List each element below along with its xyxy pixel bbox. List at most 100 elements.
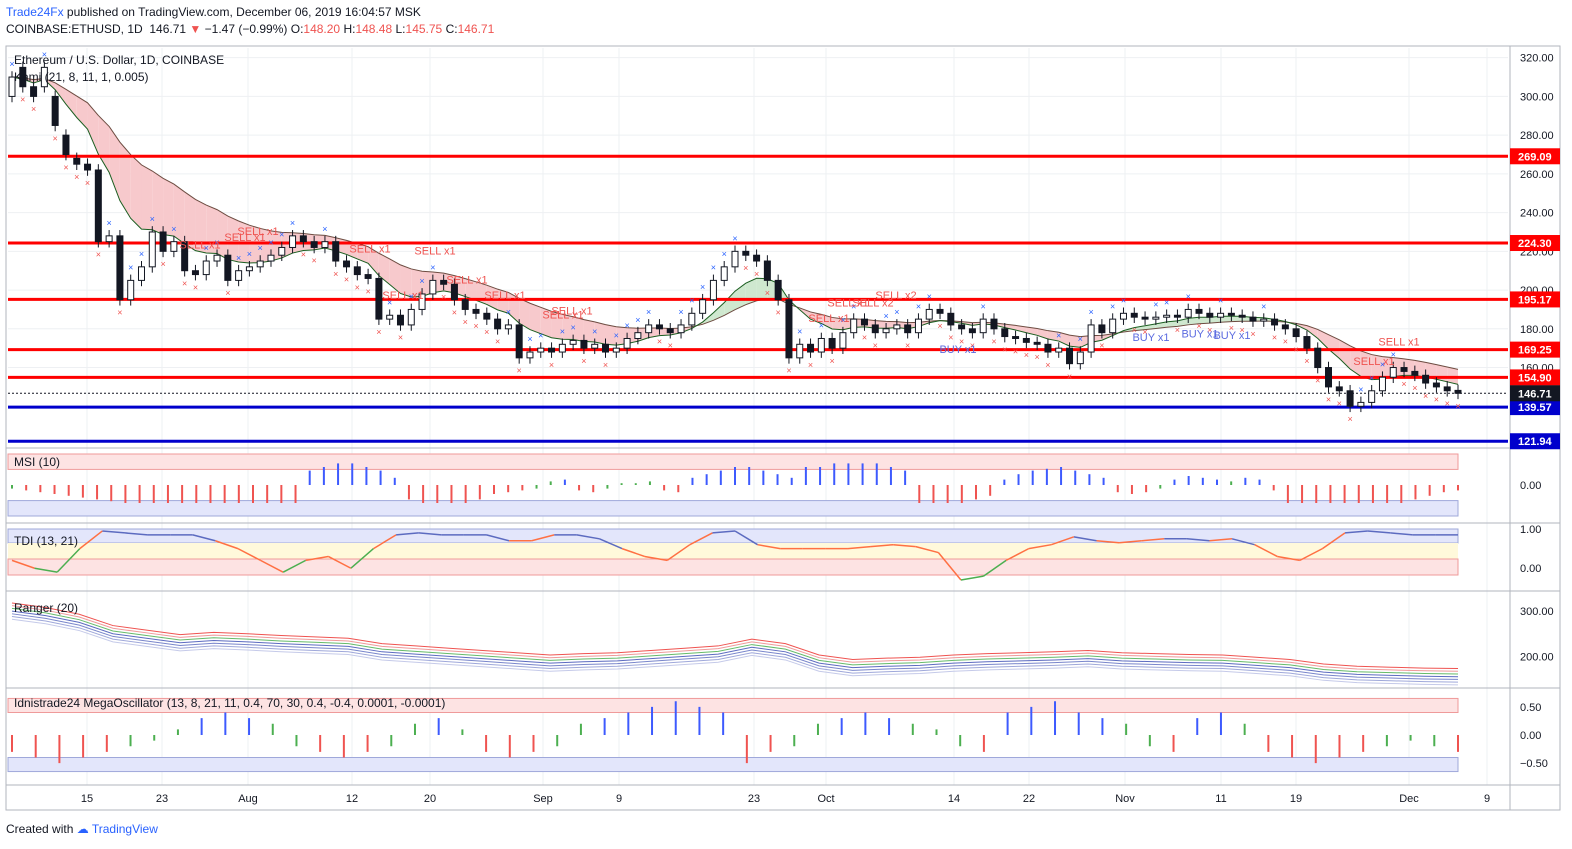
signal-marker: ×: [430, 263, 435, 273]
signal-marker: ×: [1045, 360, 1050, 370]
kami-cloud-segment: [562, 314, 574, 340]
price-axis: 320.00300.00280.00260.00240.00220.00200.…: [1510, 53, 1560, 770]
candle-body: [1292, 328, 1300, 338]
candle-body: [310, 241, 318, 248]
kami-cloud-segment: [497, 289, 509, 314]
candle-body: [1087, 324, 1095, 353]
tdi-line-segment: [1390, 532, 1413, 536]
tdi-line-segment: [350, 548, 374, 569]
kami-cloud-segment: [1015, 325, 1027, 333]
kami-cloud-segment: [1166, 320, 1178, 328]
signal-marker: ×: [74, 172, 79, 182]
kami-cloud-segment: [1069, 335, 1081, 348]
tdi-line-segment: [102, 530, 126, 534]
time-tick-label: 23: [156, 793, 168, 805]
kami-cloud-segment: [832, 317, 843, 330]
signal-marker: ×: [1078, 334, 1083, 344]
candle-body: [235, 270, 243, 281]
tdi-tick-label: 0.00: [1520, 563, 1541, 575]
tradingview-logo-icon[interactable]: ☁: [76, 822, 89, 836]
candle-body: [1346, 390, 1354, 407]
tdi-line-segment: [915, 545, 939, 554]
signal-annotation: BUY x1: [1181, 328, 1218, 340]
published-text: published on TradingView.com, December 0…: [63, 5, 421, 19]
symbol: COINBASE:ETHUSD, 1D: [6, 22, 143, 36]
signal-marker: ×: [290, 218, 295, 228]
signal-marker: ×: [473, 321, 478, 331]
tdi-line-segment: [576, 534, 600, 540]
signal-marker: ×: [419, 276, 424, 286]
signal-marker: ×: [754, 269, 759, 279]
candle-body: [1260, 318, 1268, 322]
signal-marker: ×: [527, 334, 532, 344]
kami-cloud-segment: [724, 291, 735, 316]
candle-body: [1033, 341, 1041, 345]
kami-cloud-segment: [378, 253, 390, 285]
signal-marker: ×: [376, 327, 381, 337]
candle-body: [1119, 312, 1127, 320]
signal-marker: ×: [786, 366, 791, 376]
time-tick-label: Aug: [238, 793, 258, 805]
high-label: H:: [343, 22, 356, 36]
candle-body: [839, 332, 847, 349]
signal-marker: ×: [139, 249, 144, 259]
signal-marker: ×: [484, 327, 489, 337]
kami-cloud-segment: [260, 228, 271, 263]
publisher-link[interactable]: Trade24Fx: [6, 5, 64, 19]
tradingview-link[interactable]: TradingView: [91, 822, 158, 836]
signal-marker: ×: [312, 255, 317, 265]
candle-body: [1389, 367, 1397, 378]
signal-marker: ×: [1315, 375, 1320, 385]
signal-marker: ×: [851, 301, 856, 311]
candle-body: [548, 347, 556, 353]
open-value: 148.20: [303, 22, 341, 36]
candle-body: [170, 241, 178, 252]
candle-body: [1055, 347, 1063, 353]
signal-marker: ×: [689, 296, 694, 306]
signal-marker: ×: [592, 326, 597, 336]
signal-marker: ×: [214, 237, 219, 247]
tdi-line-segment: [1277, 555, 1300, 562]
signal-marker: ×: [1218, 296, 1223, 306]
tdi-line-segment: [666, 544, 691, 562]
signal-marker: ×: [20, 95, 25, 105]
candle-body: [84, 163, 92, 171]
signal-annotation: SELL x1: [349, 243, 390, 255]
kami-cloud-segment: [173, 184, 185, 244]
candle-body: [623, 337, 631, 349]
tdi-line-segment: [373, 534, 397, 550]
signal-marker: ×: [840, 315, 845, 325]
candle-body: [569, 339, 577, 345]
signal-marker: ×: [819, 321, 824, 331]
signal-marker: ×: [204, 243, 209, 253]
signal-marker: ×: [517, 366, 522, 376]
signal-marker: ×: [9, 59, 14, 69]
level-price-label: 154.90: [1518, 372, 1552, 384]
time-tick-label: 14: [948, 793, 960, 805]
signal-marker: ×: [1445, 399, 1450, 409]
candle-body: [289, 235, 297, 248]
lower-band: [7, 500, 1459, 517]
chart-frame: [5, 45, 1561, 811]
candle-body: [224, 254, 232, 281]
candle-body: [127, 279, 135, 301]
signal-marker: ×: [1294, 344, 1299, 354]
tdi-title: TDI (13, 21): [14, 534, 78, 548]
candle-body: [666, 328, 674, 334]
signal-marker: ×: [624, 321, 629, 331]
candle-body: [1012, 336, 1020, 339]
candle-body: [871, 324, 879, 334]
candle-body: [1217, 312, 1225, 318]
kami-cloud-segment: [109, 126, 120, 201]
signal-marker: ×: [160, 259, 165, 269]
tdi-line-segment: [734, 530, 758, 546]
signal-marker: ×: [873, 340, 878, 350]
signal-marker: ×: [398, 333, 403, 343]
candle-body: [1368, 390, 1376, 403]
kami-cloud-segment: [217, 209, 228, 260]
level-price-label: 269.09: [1518, 151, 1552, 163]
signal-marker: ×: [560, 326, 565, 336]
candle-body: [860, 318, 868, 326]
signal-marker: ×: [1164, 297, 1169, 307]
